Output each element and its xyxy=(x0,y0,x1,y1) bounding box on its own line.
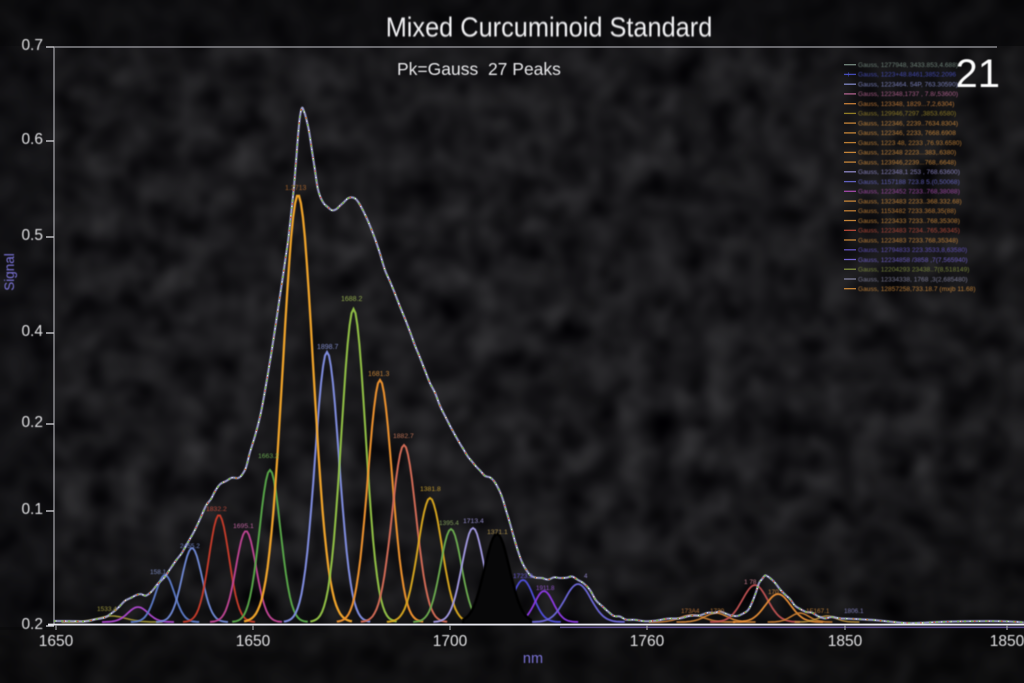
svg-text:21: 21 xyxy=(956,52,1001,96)
svg-text:1681.3: 1681.3 xyxy=(368,371,390,378)
svg-text:170: 170 xyxy=(768,589,779,596)
svg-text:Gauss, 1157188 723.8 5.(0,5006: Gauss, 1157188 723.8 5.(0,50068) xyxy=(858,179,960,186)
svg-text:Gauss, 1323483 2233..368.332.6: Gauss, 1323483 2233..368.332.68) xyxy=(858,198,962,205)
svg-text:1533.4: 1533.4 xyxy=(97,606,117,613)
svg-text:Gauss, 1223433 7233..768,35308: Gauss, 1223433 7233..768,35308) xyxy=(858,218,960,225)
svg-text:1688.2: 1688.2 xyxy=(341,296,363,303)
svg-text:173A4: 173A4 xyxy=(681,608,700,615)
svg-text:Gauss, 1277948, 3433.853,4.688: Gauss, 1277948, 3433.853,4.688) xyxy=(858,62,958,69)
svg-text:1898.7: 1898.7 xyxy=(317,344,339,351)
svg-text:Gauss, 1153482 7233.368,35(88): Gauss, 1153482 7233.368,35(88) xyxy=(858,208,956,215)
svg-text:Gauss, 123348, 1829...7,2,6304: Gauss, 123348, 1829...7,2,6304) xyxy=(858,101,954,108)
svg-text:1713.4: 1713.4 xyxy=(463,518,484,525)
svg-text:1650: 1650 xyxy=(39,633,74,650)
svg-text:4: 4 xyxy=(584,573,588,580)
svg-text:1882.7: 1882.7 xyxy=(393,433,414,440)
svg-text:+: + xyxy=(846,70,851,79)
svg-text:Gauss, 122348,1737 , 7.8/,5360: Gauss, 122348,1737 , 7.8/,53600) xyxy=(858,91,958,98)
svg-text:1371.1: 1371.1 xyxy=(487,529,508,536)
svg-text:0.7: 0.7 xyxy=(21,37,43,54)
svg-text:Gauss, 1223483 7234..765,36345: Gauss, 1223483 7234..765,36345) xyxy=(858,228,960,235)
svg-text:1F167.1: 1F167.1 xyxy=(806,608,830,615)
svg-text:Gauss, 12857258,733.18.7 (mxjb: Gauss, 12857258,733.18.7 (mxjb 11.68) xyxy=(858,286,976,293)
svg-text:1730: 1730 xyxy=(710,608,725,615)
svg-text:Gauss, 122348,1 253 , 768.6360: Gauss, 122348,1 253 , 768.63600) xyxy=(858,169,960,176)
svg-text:nm: nm xyxy=(523,651,543,667)
svg-text:1695.1: 1695.1 xyxy=(233,523,254,530)
svg-text:1850: 1850 xyxy=(990,633,1024,650)
svg-text:Gauss, 1223483 7233.768,35348): Gauss, 1223483 7233.768,35348) xyxy=(858,237,958,244)
svg-text:0.6: 0.6 xyxy=(21,131,43,148)
svg-text:Gauss, 1223452 7233..768,38088: Gauss, 1223452 7233..768,38088) xyxy=(858,189,960,196)
svg-text:1 78: 1 78 xyxy=(744,579,757,586)
svg-text:1650: 1650 xyxy=(236,633,271,650)
svg-text:1.2713: 1.2713 xyxy=(285,185,307,192)
svg-text:Gauss, 12794833 223.3533,8,635: Gauss, 12794833 223.3533,8,63580) xyxy=(858,247,967,254)
svg-text:Gauss, 122348 2223...383,.6380: Gauss, 122348 2223...383,.6380) xyxy=(858,150,956,157)
svg-text:Gauss, 1223 48, 2233 ,76.93.65: Gauss, 1223 48, 2233 ,76.93.6580) xyxy=(858,140,962,147)
svg-text:1381.8: 1381.8 xyxy=(420,486,441,493)
svg-text:0.2: 0.2 xyxy=(21,414,43,431)
svg-text:Gauss, 122346, 2233, 7668.6908: Gauss, 122346, 2233, 7668.6908 xyxy=(858,130,956,137)
svg-text:Gauss, 1223+48.8461,3852.2096: Gauss, 1223+48.8461,3852.2096 xyxy=(858,72,956,79)
svg-text:Gauss, 12234858 /3858 ,7(7,565: Gauss, 12234858 /3858 ,7(7,565940) xyxy=(858,257,968,264)
svg-text:0.1: 0.1 xyxy=(21,501,43,518)
svg-text:1760: 1760 xyxy=(630,633,665,650)
svg-text:1395.4: 1395.4 xyxy=(439,520,459,527)
svg-text:1911.8: 1911.8 xyxy=(536,585,555,592)
svg-text:1663.2: 1663.2 xyxy=(258,453,279,460)
svg-text:Gauss, 123946,2239...768,.6648: Gauss, 123946,2239...768,.6648) xyxy=(858,159,956,166)
svg-text:Gauss, 129946,7297 ,3853.6580): Gauss, 129946,7297 ,3853.6580) xyxy=(858,111,956,118)
svg-text:158.1: 158.1 xyxy=(150,569,167,576)
svg-text:1723.3: 1723.3 xyxy=(513,573,533,580)
svg-text:Gauss, 122346, 2239..7634.8304: Gauss, 122346, 2239..7634.8304) xyxy=(858,120,958,127)
svg-text:Signal: Signal xyxy=(2,253,17,291)
svg-text:1850: 1850 xyxy=(828,633,863,650)
svg-text:1700: 1700 xyxy=(433,633,468,650)
svg-text:Gauss, 12204293 23438..7(8,518: Gauss, 12204293 23438..7(8,518149) xyxy=(858,267,969,274)
svg-text:0.2: 0.2 xyxy=(21,616,43,633)
svg-text:Gauss, 12334338, 1768 ,3(2,685: Gauss, 12334338, 1768 ,3(2,685480) xyxy=(858,276,968,283)
svg-text:1832.2: 1832.2 xyxy=(206,506,227,513)
svg-text:0.5: 0.5 xyxy=(21,227,43,244)
svg-text:2455.2: 2455.2 xyxy=(180,543,200,550)
svg-text:Pk=Gauss 27 Peaks: Pk=Gauss 27 Peaks xyxy=(397,59,561,79)
svg-text:Gauss, 1223464. 54P, 763.30590: Gauss, 1223464. 54P, 763.30590) xyxy=(858,82,958,89)
svg-text:Mixed Curcuminoid Standard: Mixed Curcuminoid Standard xyxy=(386,11,713,42)
svg-text:1806.1: 1806.1 xyxy=(844,608,864,615)
svg-text:0.4: 0.4 xyxy=(21,323,43,340)
